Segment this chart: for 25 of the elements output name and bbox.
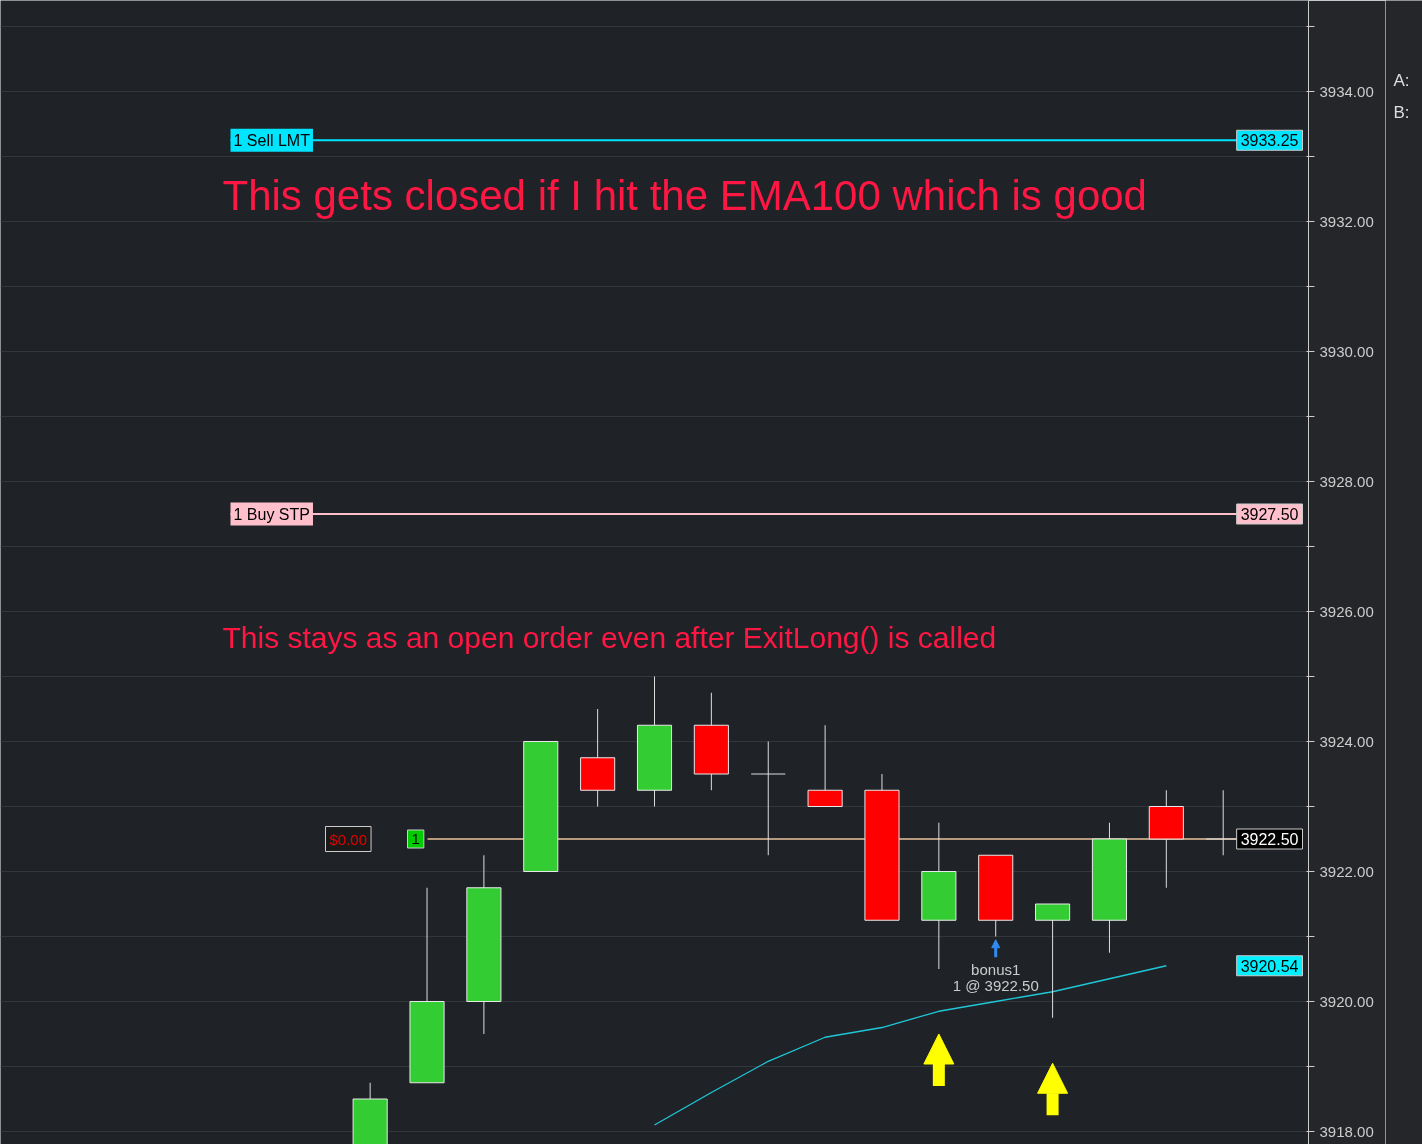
y-tick-label: 3922.00	[1319, 862, 1374, 880]
y-tick-label: 3930.00	[1319, 342, 1374, 360]
annotation: bonus1	[971, 960, 1021, 978]
annotation: This gets closed if I hit the EMA100 which is good	[222, 172, 1147, 219]
ref-line-label: 1 Sell LMT	[233, 131, 311, 149]
annotation: This stays as an open order even after ExitLong() is called	[222, 621, 997, 654]
y-tick-label: 3918.00	[1319, 1122, 1374, 1140]
candlestick	[750, 741, 786, 856]
annotation: 3933.25	[1240, 132, 1299, 150]
annotation: 3922.50	[1240, 831, 1299, 848]
text: A:	[1393, 71, 1410, 90]
annotation: 1 @ 3922.50	[952, 977, 1039, 995]
y-tick-label: 3934.00	[1319, 82, 1374, 100]
annotation: 3927.50	[1240, 506, 1299, 523]
y-tick-label: 3928.00	[1319, 472, 1374, 490]
y-tick-label: 3932.00	[1319, 212, 1374, 230]
annotation: 3920.54	[1240, 957, 1299, 975]
y-tick-label: 3926.00	[1319, 602, 1374, 620]
line-series	[653, 965, 1167, 1126]
annotation: 1	[411, 830, 420, 847]
ref-line-label: 1 Buy STP	[233, 505, 310, 523]
annotation: $0.00	[329, 830, 368, 848]
y-tick-label: 3924.00	[1319, 732, 1374, 750]
text: B:	[1393, 103, 1410, 122]
y-tick-label: 3920.00	[1319, 992, 1374, 1010]
